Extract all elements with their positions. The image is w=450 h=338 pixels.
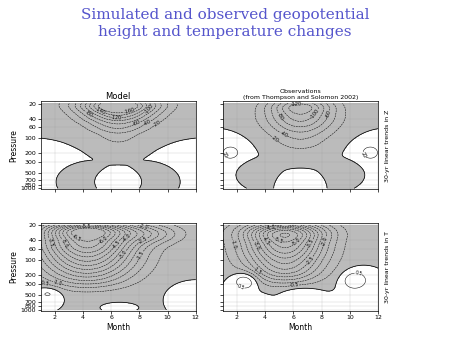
Text: -3.5: -3.5	[46, 237, 54, 247]
Text: -2.5: -2.5	[305, 255, 315, 265]
Title: Model: Model	[105, 92, 131, 101]
Text: -1.0: -1.0	[230, 239, 238, 249]
X-axis label: Month: Month	[106, 323, 130, 332]
Text: 20: 20	[220, 151, 228, 159]
Title: Observations
(from Thompson and Solomon 2002): Observations (from Thompson and Solomon …	[243, 89, 358, 100]
Text: -5.5: -5.5	[273, 237, 284, 245]
Text: -0.5: -0.5	[289, 283, 300, 288]
Text: -2.0: -2.0	[138, 223, 149, 230]
Text: -40: -40	[279, 130, 288, 138]
Text: -100: -100	[310, 107, 321, 119]
Text: -0.5: -0.5	[39, 281, 50, 287]
Text: -4.5: -4.5	[261, 235, 271, 246]
Text: -40: -40	[143, 119, 152, 127]
Text: -3.0: -3.0	[252, 240, 260, 251]
Text: 30-yr linear trends in Z: 30-yr linear trends in Z	[385, 109, 390, 182]
Text: -20: -20	[270, 135, 279, 143]
Y-axis label: Pressure: Pressure	[9, 129, 18, 162]
Text: -60: -60	[325, 110, 332, 119]
X-axis label: Month: Month	[288, 323, 312, 332]
Text: Simulated and observed geopotential
height and temperature changes: Simulated and observed geopotential heig…	[81, 8, 369, 39]
Text: -80: -80	[276, 112, 284, 121]
Text: -1.0: -1.0	[52, 280, 63, 287]
Text: -140: -140	[94, 106, 107, 116]
Text: -60: -60	[132, 119, 142, 127]
Text: -2.5: -2.5	[138, 236, 149, 245]
Text: -5.0: -5.0	[59, 238, 68, 248]
Text: -3.5: -3.5	[306, 238, 315, 248]
Text: 20: 20	[360, 151, 367, 159]
Text: -1.5: -1.5	[252, 266, 263, 275]
Text: -2.0: -2.0	[321, 235, 329, 246]
Text: -4.0: -4.0	[266, 224, 276, 231]
Text: -5.5: -5.5	[81, 223, 91, 228]
Text: -6.0: -6.0	[98, 235, 109, 245]
Text: -3.0: -3.0	[119, 249, 128, 260]
Text: -5.0: -5.0	[291, 237, 302, 247]
Text: 0.5: 0.5	[354, 270, 363, 276]
Text: -4.5: -4.5	[111, 239, 121, 249]
Text: -120: -120	[290, 101, 302, 107]
Text: -120: -120	[111, 115, 122, 121]
Text: -160: -160	[123, 107, 135, 115]
Text: -4.0: -4.0	[122, 233, 133, 243]
Text: -20: -20	[153, 120, 162, 128]
Text: -1.5: -1.5	[136, 250, 145, 261]
Text: -6.5: -6.5	[72, 234, 82, 243]
Text: 30-yr linear trends in T: 30-yr linear trends in T	[385, 231, 390, 303]
Text: -80: -80	[84, 110, 94, 118]
Text: -100: -100	[143, 103, 154, 115]
Y-axis label: Pressure: Pressure	[9, 250, 18, 284]
Text: 0.5: 0.5	[236, 284, 246, 291]
